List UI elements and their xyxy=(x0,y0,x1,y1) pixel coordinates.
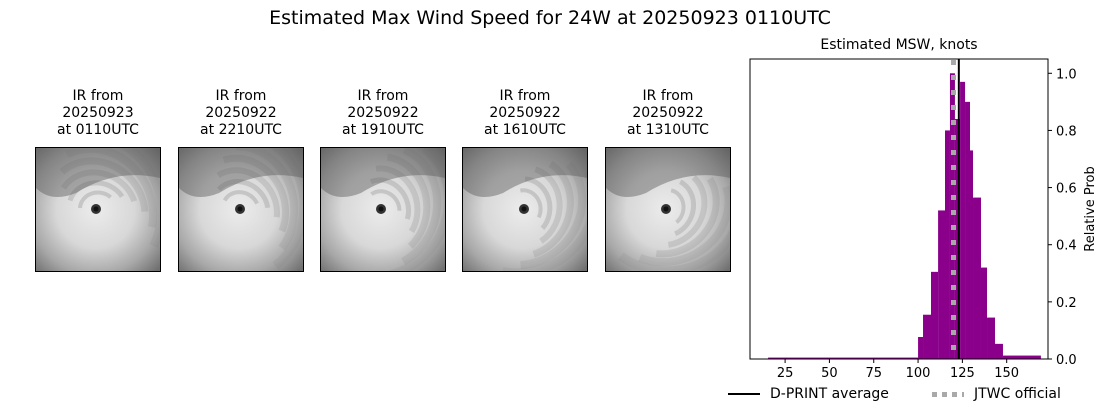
legend-dprint: D-PRINT average xyxy=(728,386,889,402)
histogram-bar xyxy=(987,317,995,359)
thumbnail-label: IR from xyxy=(72,88,124,104)
histogram-bar xyxy=(965,101,970,359)
x-tick-label: 25 xyxy=(777,366,794,381)
thumbnail-date: 20250922 xyxy=(347,105,419,121)
thumbnail-date: 20250922 xyxy=(489,105,561,121)
histogram-bar xyxy=(960,81,966,359)
x-tick-label: 150 xyxy=(994,366,1019,381)
chart-title: Estimated MSW, knots xyxy=(820,37,978,53)
thumbnail-date: 20250922 xyxy=(632,105,704,121)
ir-satellite-image xyxy=(320,147,446,272)
histogram-bar xyxy=(1002,355,1041,359)
typhoon-ir-imagery xyxy=(463,148,587,271)
thumbnail-label: IR from xyxy=(499,88,551,104)
ir-thumbnail-2: IR from 20250922 at 2210UTC xyxy=(178,88,304,272)
typhoon-ir-imagery xyxy=(36,148,160,271)
histogram-bar xyxy=(980,267,988,359)
y-tick-label: 0.0 xyxy=(1056,353,1077,368)
histogram-bar xyxy=(994,343,1003,359)
histogram-bar xyxy=(923,314,931,359)
y-tick-label: 0.4 xyxy=(1056,239,1077,254)
ir-satellite-image xyxy=(462,147,588,272)
ir-satellite-image xyxy=(605,147,731,272)
thumbnail-time: at 2210UTC xyxy=(200,122,282,138)
thumbnail-time: at 1610UTC xyxy=(484,122,566,138)
legend-dprint-label: D-PRINT average xyxy=(770,386,889,402)
typhoon-ir-imagery xyxy=(606,148,730,271)
legend-line-icon xyxy=(728,393,760,395)
thumbnail-time: at 1910UTC xyxy=(342,122,424,138)
ir-thumbnail-5: IR from 20250922 at 1310UTC xyxy=(605,88,731,272)
x-tick-label: 100 xyxy=(906,366,931,381)
thumbnail-label: IR from xyxy=(642,88,694,104)
ir-satellite-image xyxy=(35,147,161,272)
y-tick-label: 1.0 xyxy=(1056,67,1077,82)
thumbnail-title: IR from 20250922 at 1610UTC xyxy=(462,88,588,139)
histogram-bar xyxy=(973,197,981,359)
histogram-bar xyxy=(949,73,955,360)
thumbnail-time: at 1310UTC xyxy=(627,122,709,138)
y-axis-label: Relative Prob xyxy=(1083,166,1098,251)
legend-jtwc-label: JTWC official xyxy=(974,386,1061,402)
x-tick-label: 50 xyxy=(821,366,838,381)
histogram-bar xyxy=(954,119,961,359)
plot-frame xyxy=(749,58,1049,360)
legend-dotted-line-icon xyxy=(932,391,964,397)
ir-satellite-image xyxy=(178,147,304,272)
x-tick-label: 125 xyxy=(950,366,975,381)
ir-thumbnail-4: IR from 20250922 at 1610UTC xyxy=(462,88,588,272)
x-tick-label: 75 xyxy=(865,366,882,381)
histogram-bar xyxy=(945,130,950,359)
histogram-bar xyxy=(969,150,974,359)
histogram-bar xyxy=(768,357,919,359)
thumbnail-date: 20250922 xyxy=(205,105,277,121)
thumbnail-label: IR from xyxy=(357,88,409,104)
thumbnail-title: IR from 20250922 at 1310UTC xyxy=(605,88,731,139)
thumbnail-label: IR from xyxy=(215,88,267,104)
legend-jtwc: JTWC official xyxy=(932,386,1061,402)
ir-thumbnail-3: IR from 20250922 at 1910UTC xyxy=(320,88,446,272)
thumbnail-time: at 0110UTC xyxy=(57,122,139,138)
thumbnail-title: IR from 20250922 at 1910UTC xyxy=(320,88,446,139)
y-tick-label: 0.6 xyxy=(1056,182,1077,197)
thumbnail-title: IR from 20250922 at 2210UTC xyxy=(178,88,304,139)
ir-thumbnail-1: IR from 20250923 at 0110UTC xyxy=(35,88,161,272)
thumbnail-date: 20250923 xyxy=(62,105,134,121)
figure-title: Estimated Max Wind Speed for 24W at 2025… xyxy=(269,7,831,29)
typhoon-ir-imagery xyxy=(321,148,445,271)
histogram-bar xyxy=(938,210,946,359)
y-tick-label: 0.8 xyxy=(1056,124,1077,139)
typhoon-ir-imagery xyxy=(179,148,303,271)
histogram-bar xyxy=(918,337,924,359)
y-tick-label: 0.2 xyxy=(1056,296,1077,311)
thumbnail-title: IR from 20250923 at 0110UTC xyxy=(35,88,161,139)
histogram-bar xyxy=(930,271,939,359)
